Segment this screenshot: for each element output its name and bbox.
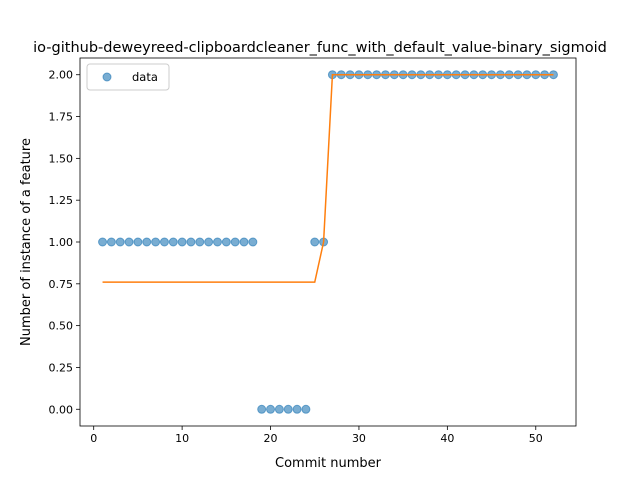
legend-marker <box>102 72 112 82</box>
axes: 0 10 20 30 40 50 0.00 0.25 0.50 0.75 1.00 1.25 1.50 1… <box>49 57 577 445</box>
y-tick-label: 1.00 <box>49 236 74 249</box>
data-point <box>151 237 161 247</box>
data-point <box>248 237 258 247</box>
data-point <box>221 237 231 247</box>
data-point <box>266 404 276 414</box>
data-point <box>115 237 125 247</box>
y-tick-label: 0.75 <box>49 278 74 291</box>
x-axis-label: Commit number <box>275 456 382 471</box>
y-tick-label: 2.00 <box>49 69 74 82</box>
y-tick-label: 0.50 <box>49 320 74 333</box>
data-point <box>239 237 249 247</box>
x-tick-label: 10 <box>175 432 189 445</box>
data-point <box>98 237 108 247</box>
data-point <box>159 237 169 247</box>
data-point <box>292 404 302 414</box>
y-tick-label: 0.00 <box>49 403 74 416</box>
data-point <box>283 404 293 414</box>
chart-title: io-github-deweyreed-clipboardcleaner_fun… <box>33 40 607 56</box>
data-point <box>168 237 178 247</box>
legend-label: data <box>132 70 158 84</box>
data-point <box>177 237 187 247</box>
y-tick-label: 0.25 <box>49 361 74 374</box>
y-axis-label: Number of instance of a feature <box>19 138 34 346</box>
data-point <box>274 404 284 414</box>
data-point <box>106 237 116 247</box>
data-point <box>230 237 240 247</box>
legend: data <box>86 63 170 91</box>
data-point <box>204 237 214 247</box>
data-point <box>310 237 320 247</box>
x-tick-label: 30 <box>352 432 366 445</box>
data-point <box>301 404 311 414</box>
x-tick-label: 0 <box>90 432 97 445</box>
y-tick-label: 1.25 <box>49 194 74 207</box>
y-tick-label: 1.50 <box>49 152 74 165</box>
data-point <box>133 237 143 247</box>
data-point <box>257 404 267 414</box>
data-point <box>212 237 222 247</box>
fit-line <box>102 73 554 283</box>
data-point <box>124 237 134 247</box>
legend-box <box>86 63 170 91</box>
y-tick-label: 1.75 <box>49 111 74 124</box>
x-tick-label: 40 <box>440 432 454 445</box>
plot-area <box>98 70 558 414</box>
data-point <box>142 237 152 247</box>
data-point <box>195 237 205 247</box>
data-point <box>186 237 196 247</box>
x-tick-label: 50 <box>529 432 543 445</box>
x-tick-label: 20 <box>264 432 278 445</box>
